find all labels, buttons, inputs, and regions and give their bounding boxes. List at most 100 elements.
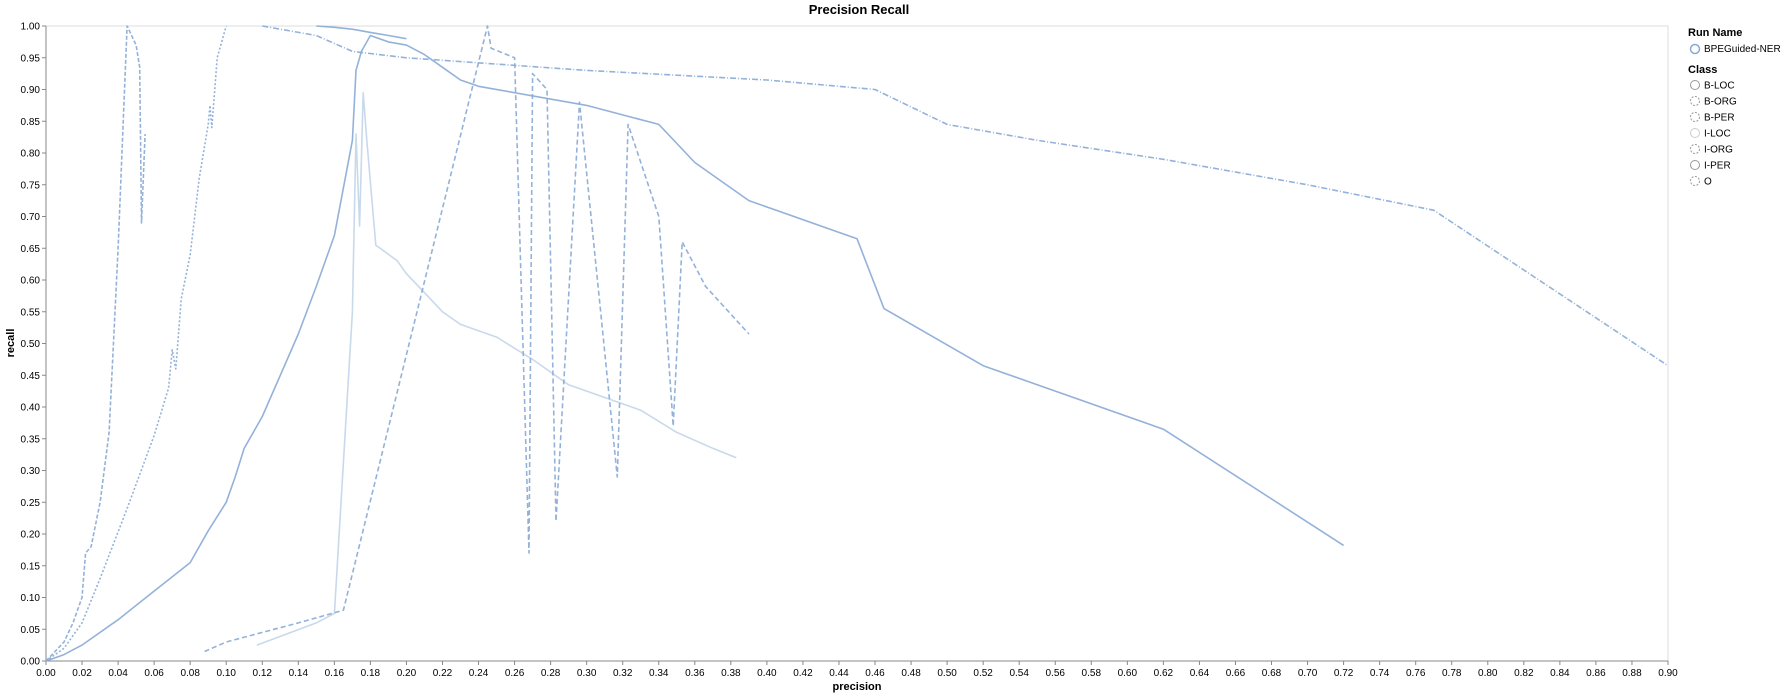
x-tick-label: 0.70	[1298, 668, 1318, 679]
legend-class-item[interactable]: B-PER	[1690, 112, 1735, 124]
legend-run-title: Run Name	[1688, 27, 1742, 39]
legend-class-label: O	[1704, 177, 1712, 188]
x-tick-label: 0.72	[1334, 668, 1354, 679]
x-tick-label: 0.04	[108, 668, 128, 679]
x-tick-label: 0.18	[361, 668, 381, 679]
x-tick-label: 0.12	[253, 668, 273, 679]
legend-class-symbol-icon	[1690, 176, 1700, 186]
x-tick-label: 0.08	[180, 668, 200, 679]
legend-class-title: Class	[1688, 64, 1717, 76]
legend-class-symbol-icon	[1690, 128, 1700, 138]
series-line-i-org[interactable]	[45, 25, 146, 662]
legend-class-item[interactable]: I-LOC	[1690, 128, 1731, 140]
x-tick-label: 0.02	[72, 668, 92, 679]
legend-class-label: I-LOC	[1704, 129, 1731, 140]
legend-run-item[interactable]: BPEGuided-NER	[1689, 43, 1781, 55]
legend-class-item[interactable]: O	[1690, 176, 1713, 188]
y-tick-label: 0.75	[21, 180, 41, 191]
series-layer	[45, 25, 1669, 662]
legend-class-label: B-LOC	[1704, 81, 1735, 92]
x-tick-label: 0.36	[685, 668, 705, 679]
y-tick-label: 0.80	[21, 149, 41, 160]
x-tick-label: 0.60	[1118, 668, 1138, 679]
series-line-b-per[interactable]	[45, 25, 227, 662]
legend-run-label: BPEGuided-NER	[1704, 44, 1781, 55]
x-axis: 0.00 0.02 0.04 0.06 0.08 0.10 0.12 0.14 0.16 0.18…	[36, 660, 1678, 679]
y-tick-label: 0.85	[21, 117, 41, 128]
y-tick-label: 0.30	[21, 466, 41, 477]
x-tick-label: 0.74	[1370, 668, 1390, 679]
x-tick-label: 0.26	[505, 668, 525, 679]
y-tick-label: 0.45	[21, 371, 41, 382]
legend-class-item[interactable]: B-ORG	[1690, 96, 1738, 108]
legend-classes: B-LOC B-ORG B-PER I-LOC I-ORG I-PER O	[1690, 80, 1738, 188]
x-tick-label: 0.42	[793, 668, 813, 679]
y-tick-label: 0.05	[21, 625, 41, 636]
x-tick-label: 0.46	[865, 668, 885, 679]
x-tick-label: 0.40	[757, 668, 777, 679]
x-tick-label: 0.62	[1154, 668, 1174, 679]
x-tick-label: 0.78	[1442, 668, 1462, 679]
legend-class-item[interactable]: B-LOC	[1690, 80, 1735, 92]
x-tick-label: 0.06	[144, 668, 164, 679]
y-tick-label: 0.95	[21, 53, 41, 64]
x-tick-label: 0.80	[1478, 668, 1498, 679]
x-tick-label: 0.34	[649, 668, 669, 679]
x-tick-label: 0.68	[1262, 668, 1282, 679]
x-tick-label: 0.58	[1082, 668, 1102, 679]
legend-class-label: I-PER	[1704, 161, 1731, 172]
y-tick-label: 1.00	[21, 22, 41, 33]
x-tick-label: 0.84	[1550, 668, 1570, 679]
y-tick-label: 0.70	[21, 212, 41, 223]
legend-class-label: B-PER	[1704, 113, 1735, 124]
x-tick-label: 0.56	[1046, 668, 1066, 679]
x-tick-label: 0.90	[1658, 668, 1678, 679]
y-tick-label: 0.60	[21, 276, 41, 287]
legend-class-symbol-icon	[1690, 96, 1700, 106]
y-tick-label: 0.55	[21, 307, 41, 318]
legend-class-item[interactable]: I-ORG	[1690, 144, 1734, 156]
legend-class-label: I-ORG	[1704, 145, 1733, 156]
x-tick-label: 0.48	[901, 668, 921, 679]
y-tick-label: 0.20	[21, 530, 41, 541]
legend-class-label: B-ORG	[1704, 97, 1737, 108]
x-tick-label: 0.82	[1514, 668, 1534, 679]
plot-area	[45, 25, 1669, 662]
series-line-b-org[interactable]	[204, 25, 750, 653]
legend-run-symbol-icon	[1689, 43, 1701, 55]
y-tick-label: 0.35	[21, 434, 41, 445]
y-tick-label: 0.40	[21, 403, 41, 414]
x-tick-label: 0.16	[325, 668, 345, 679]
x-tick-label: 0.10	[216, 668, 236, 679]
x-tick-label: 0.86	[1586, 668, 1606, 679]
chart-title: Precision Recall	[809, 2, 909, 17]
x-tick-label: 0.38	[721, 668, 741, 679]
y-tick-label: 0.10	[21, 593, 41, 604]
y-tick-label: 0.50	[21, 339, 41, 350]
series-line-i-loc[interactable]	[256, 91, 737, 646]
x-tick-label: 0.66	[1226, 668, 1246, 679]
y-axis: 0.00 0.05 0.10 0.15 0.20 0.25 0.30 0.35 0.40 0.45…	[21, 22, 47, 668]
y-tick-label: 0.65	[21, 244, 41, 255]
legend-class-symbol-icon	[1690, 160, 1700, 170]
series-line-b-loc[interactable]	[45, 34, 1345, 662]
legend: Run Name BPEGuided-NER Class B-LOCB-ORGB…	[1688, 27, 1781, 188]
x-tick-label: 0.28	[541, 668, 561, 679]
series-line-o[interactable]	[262, 25, 1669, 367]
x-tick-label: 0.44	[829, 668, 849, 679]
x-tick-label: 0.24	[469, 668, 489, 679]
y-tick-label: 0.00	[21, 657, 41, 668]
x-tick-label: 0.52	[973, 668, 993, 679]
x-tick-label: 0.00	[36, 668, 56, 679]
x-tick-label: 0.54	[1009, 668, 1029, 679]
series-line-i-per[interactable]	[316, 25, 407, 40]
x-tick-label: 0.30	[577, 668, 597, 679]
y-tick-label: 0.15	[21, 561, 41, 572]
legend-class-item[interactable]: I-PER	[1690, 160, 1731, 172]
x-tick-label: 0.14	[289, 668, 309, 679]
x-tick-label: 0.50	[937, 668, 957, 679]
legend-class-symbol-icon	[1690, 144, 1700, 154]
y-axis-title: recall	[5, 329, 17, 358]
x-tick-label: 0.20	[397, 668, 417, 679]
